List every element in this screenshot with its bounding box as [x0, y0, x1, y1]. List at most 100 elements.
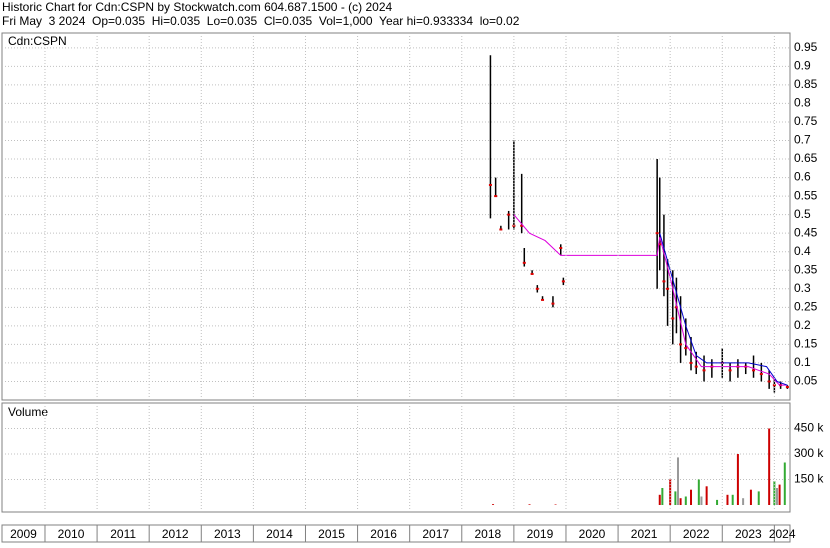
panel-label: Volume: [8, 405, 48, 419]
y-tick-label: 0.55: [794, 188, 818, 202]
year-label: 2016: [370, 527, 397, 541]
y-tick-label: 0.8: [794, 96, 811, 110]
close-mark: [666, 287, 670, 290]
close-mark: [655, 232, 659, 235]
close-mark: [522, 261, 526, 264]
close-mark: [499, 228, 503, 231]
year-label: 2018: [474, 527, 501, 541]
close-mark: [679, 343, 683, 346]
volume-bar: [679, 498, 682, 505]
close-mark: [772, 384, 776, 387]
y-tick-label: 0.3: [794, 281, 811, 295]
y-tick-label: 0.2: [794, 318, 811, 332]
volume-bar: [768, 428, 771, 505]
volume-bar: [661, 488, 664, 505]
volume-bar: [700, 496, 703, 505]
year-label: 2021: [631, 527, 658, 541]
volume-bar: [528, 504, 531, 505]
moving-average: [659, 233, 788, 386]
y-tick-label: 0.7: [794, 133, 811, 147]
y-tick-label: 0.75: [794, 114, 818, 128]
year-label: 2009: [10, 527, 37, 541]
volume-bar: [726, 494, 729, 505]
y-tick-label: 300 k: [794, 446, 824, 460]
close-mark: [658, 243, 662, 246]
y-tick-label: 0.1: [794, 355, 811, 369]
year-label: 2014: [266, 527, 293, 541]
close-mark: [494, 195, 498, 198]
y-tick-label: 0.25: [794, 299, 818, 313]
volume-bar: [736, 454, 739, 505]
close-mark: [507, 213, 511, 216]
year-label: 2011: [110, 527, 136, 541]
y-tick-label: 0.65: [794, 151, 818, 165]
close-mark: [785, 386, 789, 389]
volume-bar: [554, 504, 557, 505]
volume-bar: [658, 494, 661, 505]
header-line: Historic Chart for Cdn:CSPN by Stockwatc…: [2, 0, 392, 14]
year-label: 2013: [214, 527, 241, 541]
close-mark: [689, 361, 693, 364]
volume-bar: [749, 489, 752, 505]
year-label: 2010: [58, 527, 85, 541]
volume-bar: [731, 494, 734, 505]
volume-bar: [492, 504, 495, 505]
year-label: 2022: [683, 527, 710, 541]
close-mark: [662, 280, 666, 283]
close-mark: [728, 369, 732, 372]
volume-bar: [778, 484, 781, 505]
volume-bar: [674, 491, 677, 505]
volume-bar: [697, 479, 700, 505]
close-mark: [752, 369, 756, 372]
volume-bar: [684, 496, 687, 505]
close-mark: [541, 298, 545, 301]
y-tick-label: 0.35: [794, 262, 818, 276]
y-tick-label: 0.05: [794, 374, 818, 388]
y-tick-label: 0.4: [794, 244, 811, 258]
close-mark: [759, 373, 763, 376]
volume-bar: [705, 486, 708, 505]
y-tick-label: 0.5: [794, 207, 811, 221]
price-panel: [1, 32, 791, 401]
year-label: 2024: [769, 527, 796, 541]
volume-bar: [690, 489, 693, 505]
y-tick-label: 0.15: [794, 337, 818, 351]
moving-average: [513, 214, 788, 386]
close-mark: [684, 347, 688, 350]
year-label: 2019: [527, 527, 554, 541]
close-mark: [520, 224, 524, 227]
close-mark: [702, 369, 706, 372]
volume-bar: [775, 488, 778, 505]
volume-bar: [783, 462, 786, 505]
volume-bar: [676, 457, 679, 505]
y-tick-label: 0.6: [794, 170, 811, 184]
panel-label: Cdn:CSPN: [8, 34, 67, 48]
volume-bar: [669, 479, 672, 505]
close-mark: [767, 380, 771, 383]
close-mark: [561, 280, 565, 283]
y-tick-label: 450 k: [794, 421, 824, 435]
year-label: 2012: [162, 527, 189, 541]
volume-panel: [1, 402, 791, 513]
y-tick-label: 0.45: [794, 225, 818, 239]
close-mark: [559, 247, 563, 250]
volume-bar: [742, 498, 745, 505]
y-tick-label: 0.9: [794, 59, 811, 73]
close-mark: [551, 302, 555, 305]
header-line: Fri May 3 2024 Op=0.035 Hi=0.035 Lo=0.03…: [2, 14, 520, 28]
close-mark: [535, 287, 539, 290]
year-label: 2017: [422, 527, 449, 541]
volume-bar: [757, 491, 760, 505]
y-tick-label: 0.85: [794, 77, 818, 91]
close-mark: [694, 365, 698, 368]
close-mark: [488, 183, 492, 186]
year-label: 2023: [735, 527, 762, 541]
volume-bar: [716, 499, 719, 505]
close-mark: [671, 317, 675, 320]
close-mark: [674, 306, 678, 309]
year-label: 2015: [318, 527, 345, 541]
y-tick-label: 0.95: [794, 40, 818, 54]
close-mark: [530, 272, 534, 275]
